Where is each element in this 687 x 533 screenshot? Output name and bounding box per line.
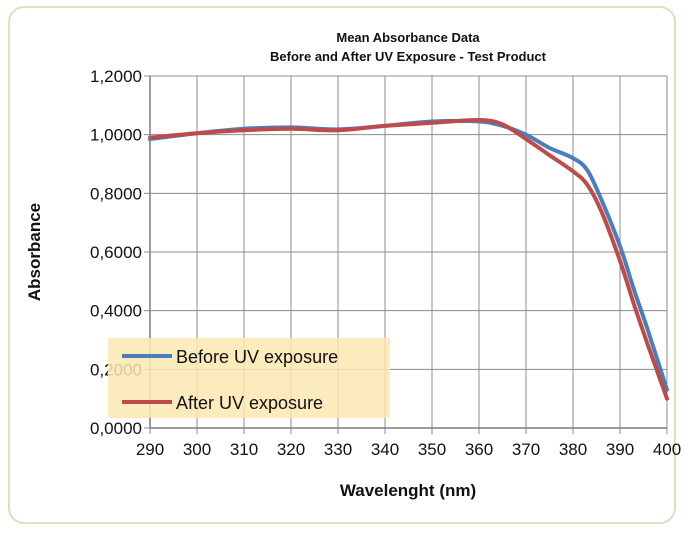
y-tick-label: 0,4000 <box>90 302 142 321</box>
x-tick-label: 350 <box>418 440 446 459</box>
y-tick-label: 0,6000 <box>90 243 142 262</box>
legend: Before UV exposure After UV exposure <box>108 338 390 418</box>
y-tick-label: 1,0000 <box>90 126 142 145</box>
x-tick-label: 290 <box>136 440 164 459</box>
x-tick-label: 370 <box>512 440 540 459</box>
x-axis-label: Wavelenght (nm) <box>340 481 476 500</box>
x-tick-label: 390 <box>606 440 634 459</box>
y-tick-label: 1,2000 <box>90 67 142 86</box>
legend-label-before: Before UV exposure <box>176 347 338 367</box>
x-tick-label: 310 <box>230 440 258 459</box>
x-tick-label: 320 <box>277 440 305 459</box>
y-tick-label: 0,0000 <box>90 419 142 438</box>
chart-subtitle: Before and After UV Exposure - Test Prod… <box>270 49 547 64</box>
legend-background <box>108 338 390 418</box>
chart-title: Mean Absorbance Data <box>336 30 480 45</box>
axes: 290 300 310 320 330 340 350 360 370 380 390 400 0,00… <box>90 67 681 459</box>
y-tick-label: 0,8000 <box>90 184 142 203</box>
x-tick-label: 400 <box>653 440 681 459</box>
y-axis-label: Absorbance <box>25 203 44 301</box>
x-tick-label: 330 <box>324 440 352 459</box>
legend-label-after: After UV exposure <box>176 393 323 413</box>
series-after-uv-line <box>148 117 669 401</box>
x-tick-label: 380 <box>559 440 587 459</box>
series-lines <box>148 117 669 401</box>
x-tick-label: 300 <box>183 440 211 459</box>
x-tick-label: 360 <box>465 440 493 459</box>
x-tick-label: 340 <box>371 440 399 459</box>
